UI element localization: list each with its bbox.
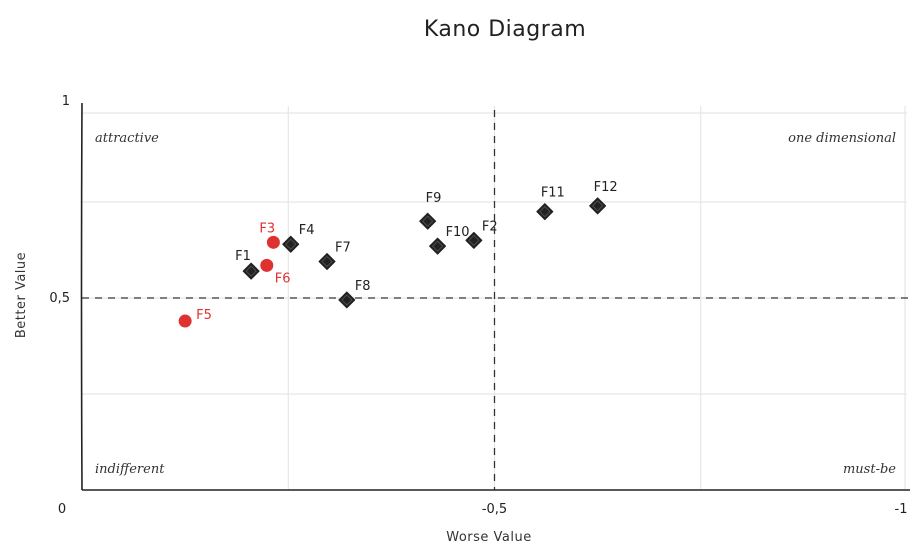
data-points: F1 F2 F4 F7 F8 F9 F10 F11 F12 F3 F5 F6 xyxy=(178,180,618,328)
point-label: F7 xyxy=(335,241,351,256)
point-label: F3 xyxy=(259,221,275,236)
point-label: F12 xyxy=(594,180,618,195)
circle-marker xyxy=(178,314,192,328)
point-label: F11 xyxy=(541,186,565,201)
diamond-marker xyxy=(465,231,483,249)
diamond-marker xyxy=(282,235,300,253)
x-tick-label: -1 xyxy=(895,502,908,517)
diamond-marker xyxy=(429,237,447,255)
diamond-marker xyxy=(338,291,356,309)
data-point-f12: F12 xyxy=(589,180,618,215)
y-axis-label: Better Value xyxy=(14,252,29,338)
point-label: F9 xyxy=(426,191,442,206)
y-axis-line xyxy=(80,102,83,491)
data-point-f7: F7 xyxy=(318,241,351,271)
threshold-lines xyxy=(82,110,911,490)
diamond-marker-hatch xyxy=(285,238,297,250)
diamond-marker xyxy=(419,212,437,230)
diamond-marker-hatch xyxy=(432,240,444,252)
diamond-marker xyxy=(536,203,554,221)
y-tick-label: 0,5 xyxy=(49,291,70,306)
data-point-f11: F11 xyxy=(536,186,565,221)
quadrant-label-attractive: attractive xyxy=(95,131,159,146)
diamond-marker xyxy=(589,197,607,215)
axes xyxy=(80,102,911,492)
circle-marker xyxy=(260,258,274,272)
y-tick-label: 1 xyxy=(62,94,70,109)
point-label: F8 xyxy=(355,279,371,294)
point-label: F6 xyxy=(275,271,291,286)
x-axis-label: Worse Value xyxy=(446,530,532,545)
point-label: F4 xyxy=(299,223,315,238)
chart-title: Kano Diagram xyxy=(424,17,586,42)
diamond-marker-hatch xyxy=(422,215,434,227)
diamond-marker-hatch xyxy=(341,294,353,306)
data-point-f10: F10 xyxy=(429,225,470,255)
quadrant-label-indifferent: indifferent xyxy=(95,462,165,477)
data-point-f1: F1 xyxy=(235,249,260,280)
diamond-marker-hatch xyxy=(592,200,604,212)
data-point-f9: F9 xyxy=(419,191,442,230)
diamond-marker-hatch xyxy=(539,206,551,218)
data-point-f8: F8 xyxy=(338,279,371,309)
point-label: F5 xyxy=(196,308,212,323)
diamond-marker-hatch xyxy=(245,265,257,277)
point-label: F10 xyxy=(446,225,470,240)
quadrant-labels: attractive one dimensional indifferent m… xyxy=(95,131,896,477)
quadrant-label-one-dimensional: one dimensional xyxy=(788,131,896,146)
x-tick-label: -0,5 xyxy=(482,502,507,517)
x-tick-label: 0 xyxy=(58,502,66,517)
data-point-f2: F2 xyxy=(465,219,498,249)
diamond-marker xyxy=(318,253,336,271)
data-point-f4: F4 xyxy=(282,223,315,253)
tick-labels: 0 -0,5 -1 1 0,5 xyxy=(49,94,907,517)
x-axis-line xyxy=(81,489,911,492)
data-point-f3: F3 xyxy=(259,221,280,249)
point-label: F1 xyxy=(235,249,251,264)
diamond-marker xyxy=(242,262,260,280)
diamond-marker-hatch xyxy=(321,255,333,268)
point-label: F2 xyxy=(482,219,498,234)
diamond-marker-hatch xyxy=(468,234,480,246)
data-point-f5: F5 xyxy=(178,308,212,328)
data-point-f6: F6 xyxy=(260,258,291,286)
circle-marker xyxy=(266,235,280,249)
quadrant-label-must-be: must-be xyxy=(843,462,896,477)
